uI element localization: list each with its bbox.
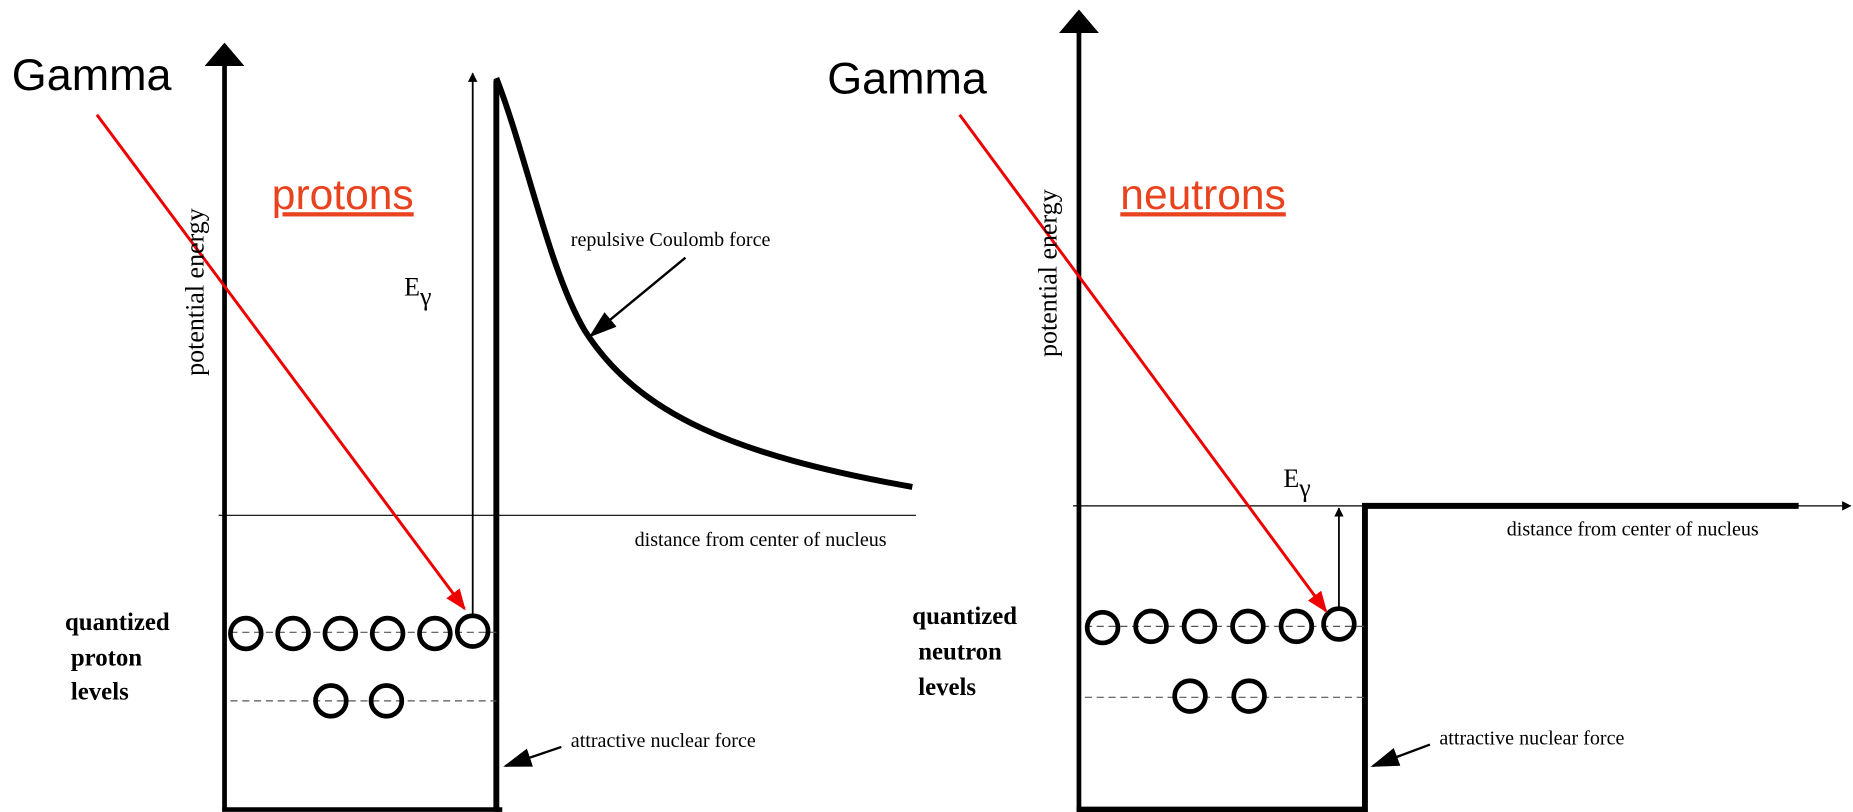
gamma-label: Gamma: [12, 49, 172, 100]
coulomb-label: repulsive Coulomb force: [571, 229, 771, 251]
levels-line: proton: [71, 644, 142, 671]
levels-line: neutron: [918, 638, 1002, 665]
y-axis-label: potential energy: [1033, 189, 1062, 357]
x-axis-label: distance from center of nucleus: [635, 529, 887, 551]
nucleons: [228, 613, 491, 719]
energy-symbol: E: [404, 273, 420, 302]
nucleons: [1084, 606, 1357, 714]
gamma-ray: [958, 113, 1328, 613]
energy-label: Eγ: [404, 273, 431, 311]
nuclear-label: attractive nuclear force: [1439, 728, 1624, 750]
energy-symbol: E: [1283, 464, 1299, 493]
coulomb-curve: [493, 76, 913, 490]
levels-line: quantized: [912, 603, 1017, 630]
particle-label: protons: [272, 171, 414, 219]
levels-line: levels: [918, 674, 976, 701]
particle-label: neutrons: [1120, 171, 1286, 219]
pointer-arrow: [1370, 743, 1431, 767]
energy-label: Eγ: [1283, 464, 1310, 502]
energy-subscript: γ: [1298, 473, 1310, 502]
gamma-ray: [95, 113, 466, 611]
levels-line: levels: [71, 679, 129, 706]
right-panel: Gamma neutrons potential energy Eγ dista…: [827, 9, 1852, 812]
levels-label: quantized proton levels: [65, 609, 176, 706]
x-axis-label: distance from center of nucleus: [1507, 518, 1759, 540]
y-axis-label: potential energy: [180, 208, 209, 376]
pointer-arrow: [503, 745, 562, 767]
nuclear-label: attractive nuclear force: [571, 730, 756, 752]
levels-label: quantized neutron levels: [912, 603, 1023, 701]
well-outline: [1076, 502, 1799, 812]
gamma-label: Gamma: [827, 52, 987, 103]
levels-line: quantized: [65, 609, 170, 636]
left-panel: Gamma protons potential energy repulsive…: [12, 42, 916, 812]
energy-subscript: γ: [419, 282, 431, 311]
pointer-arrow: [588, 256, 687, 338]
